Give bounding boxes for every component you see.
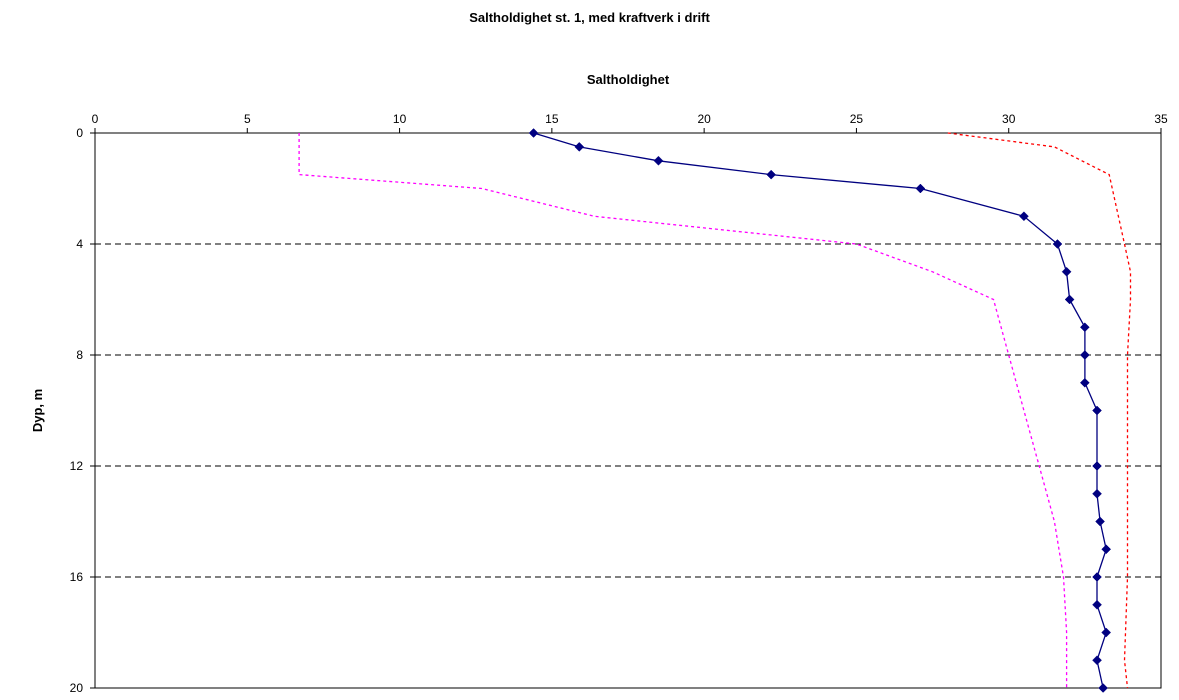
data-point xyxy=(574,142,585,152)
data-point xyxy=(915,183,926,194)
data-point xyxy=(1092,461,1102,471)
series-group xyxy=(298,128,1132,693)
data-point xyxy=(1080,322,1090,333)
x-axis-title: Saltholdighet xyxy=(587,72,670,87)
x-axis-ticks: 0 5 10 15 20 25 30 35 xyxy=(92,112,1168,133)
y-tick-label: 0 xyxy=(76,126,83,140)
data-point xyxy=(1064,294,1075,305)
x-tick-label: 10 xyxy=(393,112,407,126)
x-tick-label: 15 xyxy=(545,112,559,126)
data-point xyxy=(1019,211,1029,222)
data-point xyxy=(1092,599,1102,610)
data-point xyxy=(528,128,539,138)
y-tick-label: 16 xyxy=(70,570,84,584)
series-line-0 xyxy=(533,132,1107,689)
data-point xyxy=(1080,377,1090,388)
data-point xyxy=(766,169,777,180)
x-tick-label: 20 xyxy=(697,112,711,126)
data-point xyxy=(1092,572,1102,582)
y-tick-label: 8 xyxy=(76,348,83,362)
x-tick-label: 35 xyxy=(1154,112,1168,126)
plot-frame xyxy=(94,132,1162,689)
x-tick-label: 0 xyxy=(92,112,99,126)
data-point xyxy=(1095,516,1105,527)
series-line-1 xyxy=(298,133,1068,688)
data-point xyxy=(1092,488,1102,499)
data-point xyxy=(1101,544,1112,555)
x-tick-label: 5 xyxy=(244,112,251,126)
y-axis-title: Dyp, m xyxy=(30,389,45,432)
data-point xyxy=(653,155,664,166)
x-tick-label: 25 xyxy=(850,112,864,126)
series-line-2 xyxy=(947,132,1132,689)
data-point xyxy=(1092,655,1102,666)
y-tick-label: 12 xyxy=(70,459,84,473)
data-point xyxy=(1092,405,1102,416)
chart-title: Saltholdighet st. 1, med kraftverk i dri… xyxy=(469,10,710,25)
grid-lines xyxy=(95,243,1161,578)
y-tick-label: 20 xyxy=(70,681,84,695)
data-point xyxy=(1052,239,1063,249)
data-point xyxy=(1080,350,1090,360)
data-point xyxy=(1101,627,1112,638)
y-axis-ticks: 0 4 8 12 16 20 xyxy=(70,126,95,695)
x-tick-label: 30 xyxy=(1002,112,1016,126)
y-tick-label: 4 xyxy=(76,237,83,251)
data-point xyxy=(1061,266,1072,277)
data-point xyxy=(1098,683,1108,693)
